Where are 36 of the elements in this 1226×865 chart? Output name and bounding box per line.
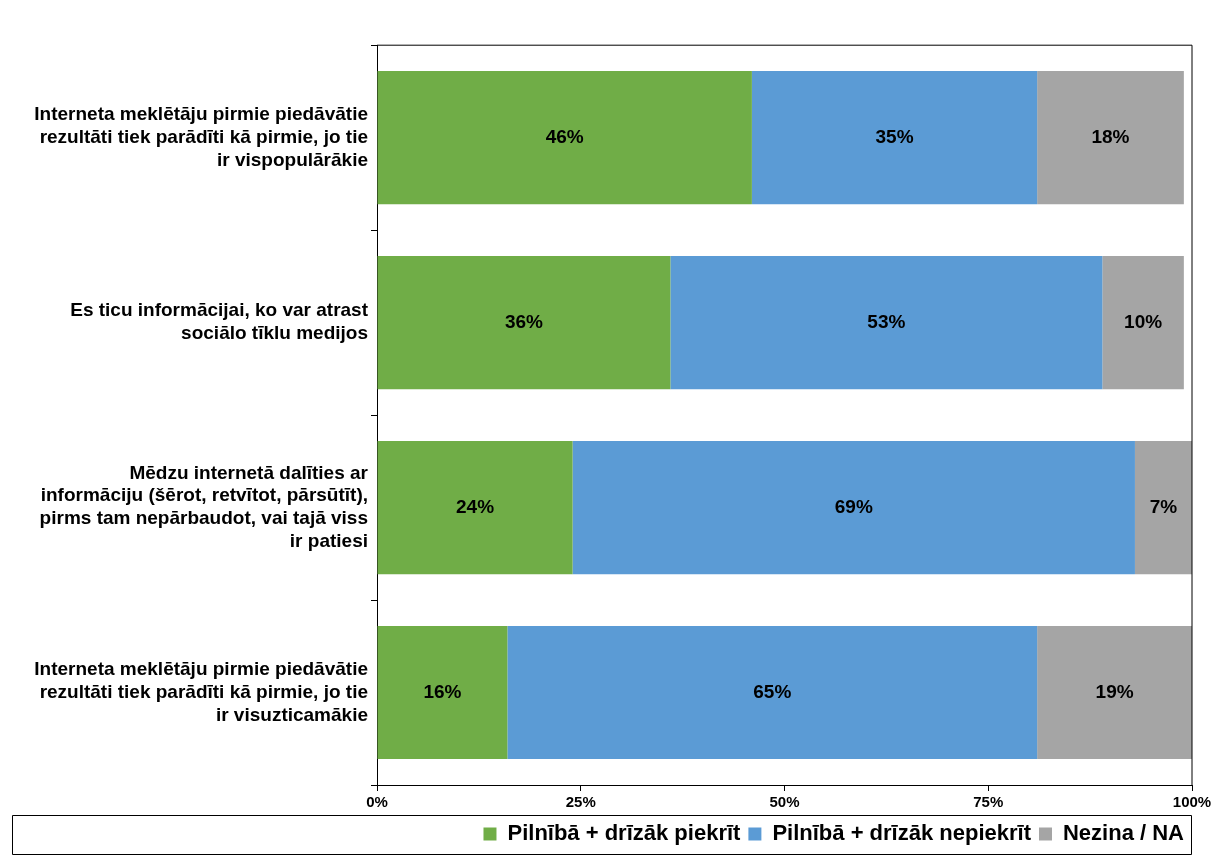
bar: [1037, 71, 1184, 205]
legend-label: Nezina / NA: [1062, 820, 1185, 846]
bar: [1134, 440, 1192, 575]
data-label: 53%: [867, 310, 906, 332]
data-label: 69%: [834, 495, 873, 517]
x-tick-label: 0%: [366, 793, 388, 811]
bar: [751, 71, 1038, 205]
y-tick-label: Interneta meklētāju pirmie piedāvātie rezultāti tiek parādīti kā pirmie, jo tie ir visuzticamākie: [34, 657, 368, 725]
data-label: 36%: [504, 310, 544, 332]
data-label: 7%: [1149, 495, 1178, 517]
data-label: 19%: [1095, 680, 1134, 702]
data-label: 65%: [753, 680, 792, 702]
bar: [572, 440, 1135, 575]
legend-label: Pilnībā + drīzāk piekrīt: [507, 820, 742, 846]
data-label: 16%: [423, 680, 462, 702]
x-tick-label: 25%: [565, 793, 596, 811]
bar: [1102, 256, 1184, 390]
data-label: 24%: [456, 495, 495, 517]
bar: [1037, 625, 1192, 760]
x-tick-label: 50%: [769, 793, 800, 811]
data-label: 18%: [1091, 125, 1130, 147]
bar: [507, 625, 1038, 760]
x-tick-label: 100%: [1172, 793, 1212, 811]
x-tick-label: 75%: [973, 793, 1004, 811]
bar: [377, 256, 671, 390]
y-tick-label: Mēdzu internetā dalīties ar informāciju (šērot, retvītot, pārsūtīt), pirms tam nepārbaudot, vai tajā viss ir patiesi: [39, 461, 369, 552]
bar: [377, 625, 508, 760]
bar: [377, 71, 752, 205]
y-tick-label: Interneta meklētāju pirmie piedāvātie rezultāti tiek parādīti kā pirmie, jo tie ir vispopulārākie: [34, 103, 368, 170]
bar: [377, 440, 573, 575]
data-label: 35%: [875, 125, 914, 147]
data-label: 10%: [1124, 310, 1163, 332]
y-tick-label: Es ticu informācijai, ko var atrast sociālo tīklu medijos: [70, 299, 369, 344]
data-label: 46%: [545, 125, 584, 147]
legend-label: Pilnībā + drīzāk nepiekrīt: [772, 820, 1032, 846]
bar: [670, 256, 1103, 390]
